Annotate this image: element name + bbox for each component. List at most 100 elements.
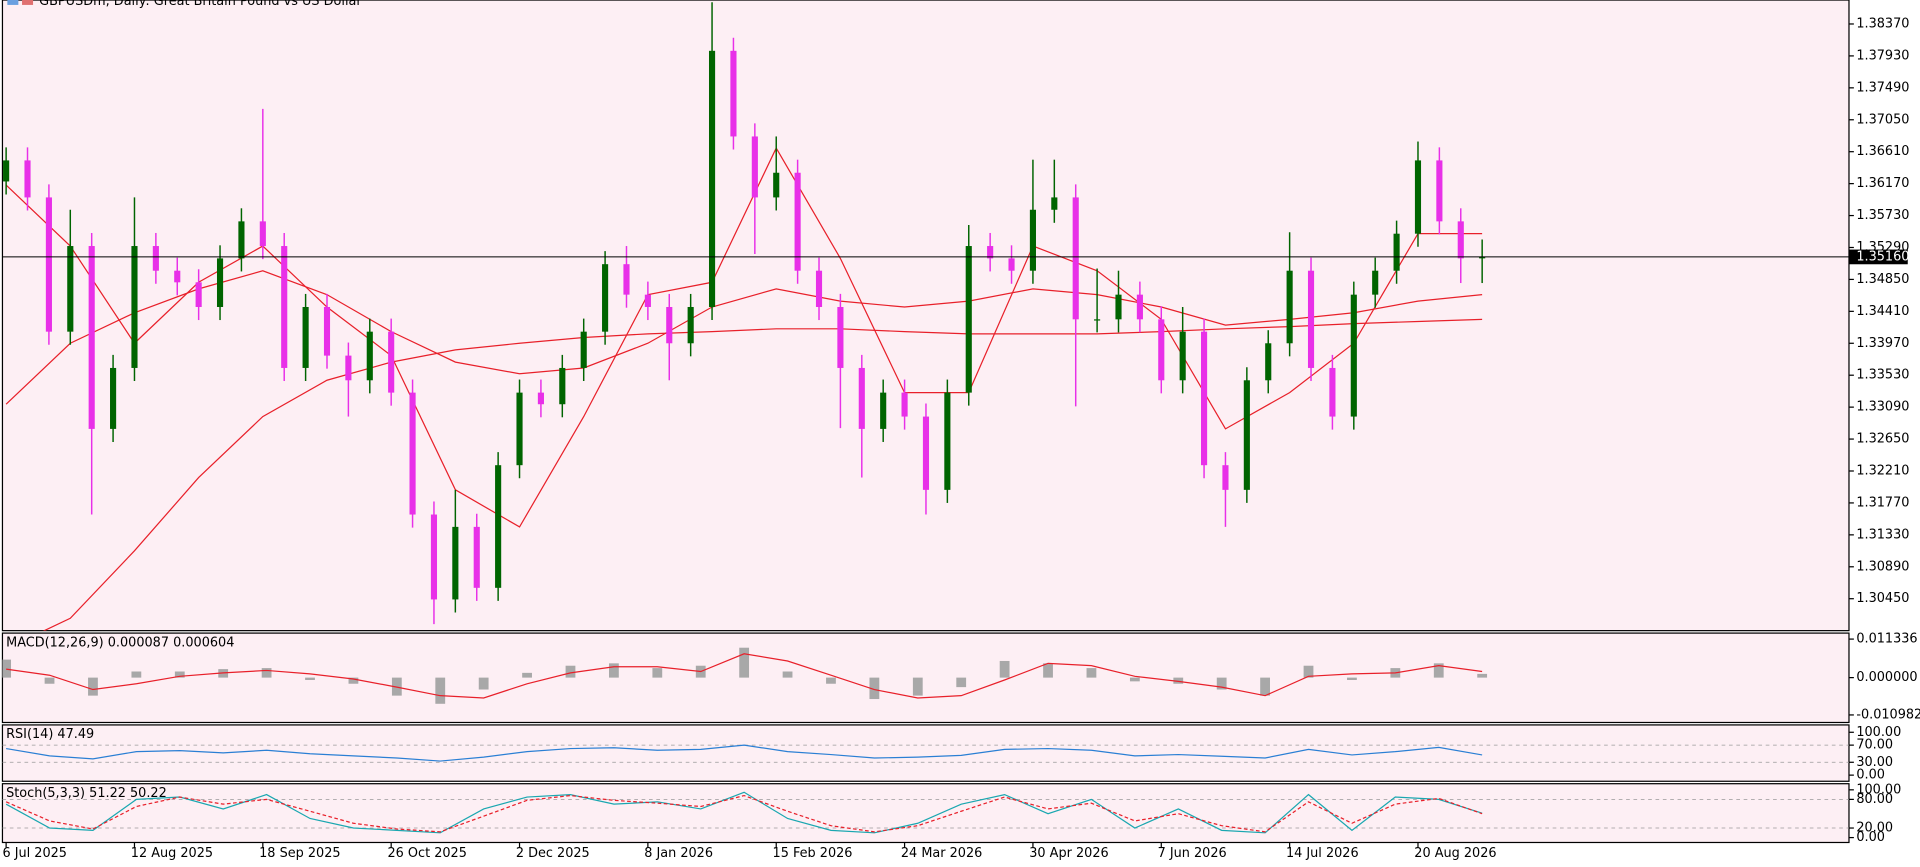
candle-body <box>345 355 352 381</box>
x-tick-label: 30 Apr 2026 <box>1029 846 1108 861</box>
candle-body <box>1029 209 1036 271</box>
current-price-label: 1.35160 <box>1856 249 1909 264</box>
x-tick-label: 20 Aug 2026 <box>1414 846 1496 861</box>
candle-body <box>922 416 930 490</box>
y-tick-label: 1.37490 <box>1856 80 1909 95</box>
candle-body <box>666 306 673 344</box>
candle-body <box>1051 197 1058 210</box>
candle-body <box>559 367 566 405</box>
macd-bar <box>609 663 619 678</box>
candle-body <box>281 246 288 368</box>
macd-bar <box>44 677 55 684</box>
candle-body <box>1179 331 1186 381</box>
candle-body <box>537 392 544 405</box>
macd-bar <box>435 677 446 704</box>
candle-body <box>858 367 865 429</box>
y-tick-label: 1.34410 <box>1856 304 1909 319</box>
y-tick-label: 1.37930 <box>1856 48 1909 63</box>
x-tick-label: 6 Jul 2025 <box>2 846 67 861</box>
candle-body <box>1222 465 1229 490</box>
candle-body <box>430 514 438 600</box>
candle-body <box>409 392 416 515</box>
candle-body <box>602 264 609 332</box>
y-tick-label: 1.34850 <box>1856 272 1909 287</box>
y-tick-label: -0.010982 <box>1856 707 1920 722</box>
y-tick-label: 70.00 <box>1856 738 1893 753</box>
y-tick-label: 1.37050 <box>1856 112 1909 127</box>
y-tick-label: 1.30890 <box>1856 559 1909 574</box>
ma-line <box>5 270 1483 405</box>
candle-body <box>473 526 480 588</box>
macd-bar <box>565 665 576 678</box>
y-tick-label: 0.011336 <box>1856 632 1917 647</box>
candle-body <box>24 160 31 198</box>
macd-bar <box>522 672 532 678</box>
candle-body <box>88 246 95 429</box>
candle-body <box>773 172 780 198</box>
y-tick-label: 1.32650 <box>1856 432 1909 447</box>
macd-bar <box>88 677 98 696</box>
candle-body <box>623 264 630 295</box>
macd-bar <box>348 677 359 684</box>
macd-bar <box>739 647 750 678</box>
candle-body <box>323 306 331 356</box>
candle-body <box>901 392 908 417</box>
candle-body <box>259 221 266 247</box>
macd-bar <box>1477 673 1488 678</box>
macd-bar <box>652 668 663 678</box>
macd-bar <box>261 668 272 678</box>
y-tick-label: 100.00 <box>1856 725 1901 740</box>
x-tick-label: 12 Aug 2025 <box>131 846 213 861</box>
macd-bar <box>131 671 142 678</box>
candle-body <box>965 246 972 393</box>
candle-body <box>238 221 245 259</box>
candle-body <box>1265 343 1272 381</box>
macd-bar <box>1303 665 1314 678</box>
candle-body <box>580 331 587 368</box>
indicator-title: Stoch(5,3,3) 51.22 50.22 <box>6 786 167 801</box>
candle-body <box>708 50 716 307</box>
candle-body <box>1243 380 1250 490</box>
candle-body <box>3 160 10 182</box>
candle-body <box>195 282 202 307</box>
y-tick-label: 1.38370 <box>1856 16 1909 31</box>
macd-bar <box>1129 677 1140 682</box>
macd-bar <box>478 677 489 690</box>
x-tick-label: 14 Jul 2026 <box>1286 846 1359 861</box>
candle-body <box>730 50 737 137</box>
y-tick-label: 1.33090 <box>1856 400 1909 415</box>
y-tick-label: 100.00 <box>1856 782 1901 797</box>
candle-body <box>1372 270 1379 295</box>
candle-body <box>131 246 138 368</box>
candle-body <box>1457 221 1464 259</box>
candle-body <box>815 270 823 307</box>
macd-bar <box>826 677 836 684</box>
macd-bar <box>912 677 923 696</box>
current-price-box <box>1848 249 1908 265</box>
candle-body <box>1329 367 1336 417</box>
macd-bar <box>2 659 12 678</box>
candle-body <box>1393 233 1400 271</box>
macd-bar <box>782 671 793 678</box>
candle-body <box>1008 258 1015 271</box>
stoch-panel <box>1 783 1850 844</box>
x-tick-label: 2 Dec 2025 <box>516 846 590 861</box>
macd-bar <box>1347 677 1357 680</box>
plot-group <box>3 2 1486 631</box>
candle-body <box>1201 331 1208 466</box>
macd-bar <box>305 677 315 680</box>
x-tick-label: 18 Sep 2025 <box>259 846 340 861</box>
candle-body <box>837 306 844 368</box>
candle-body <box>45 197 52 332</box>
stoch-main-line <box>5 791 1483 834</box>
candle-body <box>687 306 694 344</box>
y-tick-label: 1.31770 <box>1856 495 1909 510</box>
x-tick-label: 24 Mar 2026 <box>901 846 982 861</box>
y-tick-label: 0.000000 <box>1856 670 1917 685</box>
y-tick-label: 1.33530 <box>1856 368 1909 383</box>
candle-body <box>944 392 951 490</box>
y-tick-label: 80.00 <box>1856 792 1893 807</box>
plot-group <box>6 744 1483 762</box>
